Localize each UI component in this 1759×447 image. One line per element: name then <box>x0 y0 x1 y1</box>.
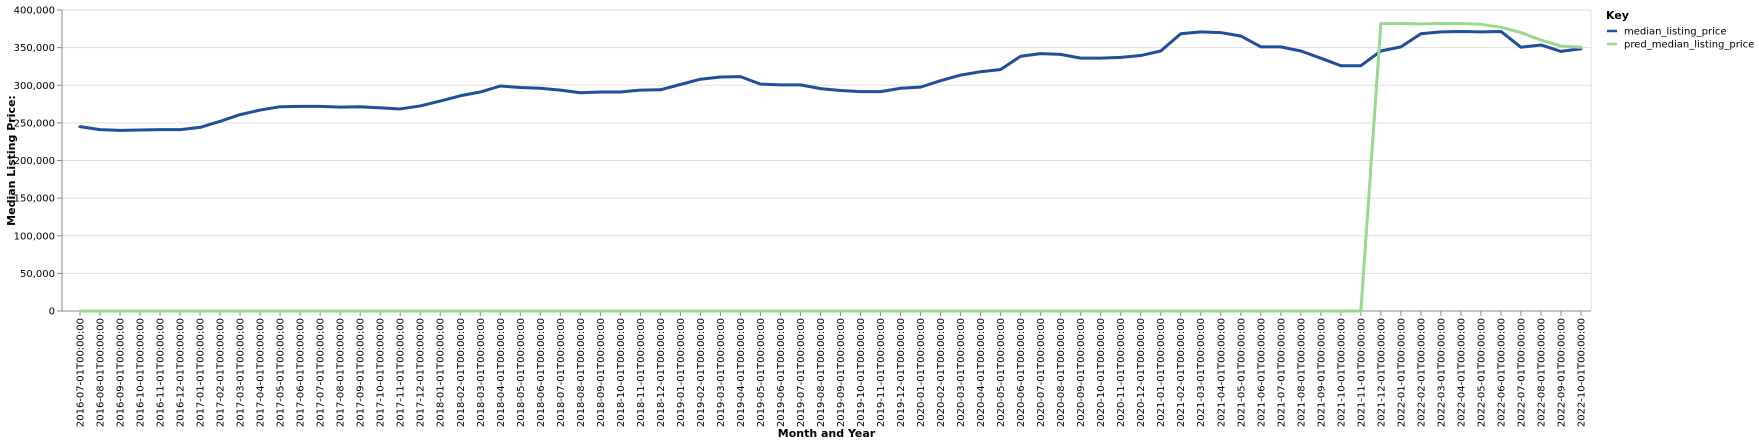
x-tick-label: 2018-01-01T00:00:00 <box>436 318 447 427</box>
x-tick-label: 2019-08-01T00:00:00 <box>816 318 827 427</box>
y-tick-label: 0 <box>49 307 55 318</box>
x-tick-label: 2019-11-01T00:00:00 <box>876 318 887 427</box>
x-tick-label: 2022-05-01T00:00:00 <box>1476 318 1487 427</box>
x-tick-label: 2021-10-01T00:00:00 <box>1336 318 1347 427</box>
x-tick-label: 2022-02-01T00:00:00 <box>1416 318 1427 427</box>
x-axis-title: Month and Year <box>778 427 876 440</box>
x-tick-label: 2016-10-01T00:00:00 <box>136 318 147 427</box>
x-tick-label: 2020-01-01T00:00:00 <box>916 318 927 427</box>
series-line-pred_median_listing_price <box>78 22 1583 313</box>
x-tick-label: 2022-06-01T00:00:00 <box>1496 318 1507 427</box>
gridlines <box>62 9 1592 312</box>
axes: 0 50,000 100,000 150,000 200,000 250,000 300,0… <box>14 6 1591 427</box>
x-tick-label: 2018-08-01T00:00:00 <box>576 318 587 427</box>
x-tick-label: 2021-12-01T00:00:00 <box>1376 318 1387 427</box>
x-tick-label: 2019-03-01T00:00:00 <box>716 318 727 427</box>
x-tick-label: 2019-04-01T00:00:00 <box>736 318 747 427</box>
x-tick-label: 2021-06-01T00:00:00 <box>1256 318 1267 427</box>
x-tick-label: 2018-05-01T00:00:00 <box>516 318 527 427</box>
legend-label: pred_median_listing_price <box>1624 40 1754 51</box>
x-tick-label: 2020-02-01T00:00:00 <box>936 318 947 427</box>
x-tick-label: 2018-02-01T00:00:00 <box>456 318 467 427</box>
x-tick-label: 2020-05-01T00:00:00 <box>996 318 1007 427</box>
x-tick-label: 2021-03-01T00:00:00 <box>1196 318 1207 427</box>
x-tick-label: 2017-03-01T00:00:00 <box>236 318 247 427</box>
x-tick-label: 2017-01-01T00:00:00 <box>196 318 207 427</box>
x-tick-label: 2018-11-01T00:00:00 <box>636 318 647 427</box>
x-tick-label: 2018-04-01T00:00:00 <box>496 318 507 427</box>
x-tick-label: 2018-09-01T00:00:00 <box>596 318 607 427</box>
x-tick-label: 2017-04-01T00:00:00 <box>256 318 267 427</box>
x-tick-label: 2019-12-01T00:00:00 <box>896 318 907 427</box>
x-tick-label: 2017-07-01T00:00:00 <box>316 318 327 427</box>
x-tick-label: 2016-08-01T00:00:00 <box>96 318 107 427</box>
x-tick-label: 2017-09-01T00:00:00 <box>356 318 367 427</box>
x-tick-label: 2022-01-01T00:00:00 <box>1396 318 1407 427</box>
y-tick-label: 50,000 <box>20 269 55 280</box>
x-tick-label: 2021-08-01T00:00:00 <box>1296 318 1307 427</box>
x-tick-label: 2020-11-01T00:00:00 <box>1116 318 1127 427</box>
x-tick-label: 2019-10-01T00:00:00 <box>856 318 867 427</box>
y-axis-title: Median Listing Price: <box>5 95 18 226</box>
x-tick-label: 2022-10-01T00:00:00 <box>1577 318 1588 427</box>
x-tick-label: 2018-03-01T00:00:00 <box>476 318 487 427</box>
x-tick-label: 2019-01-01T00:00:00 <box>676 318 687 427</box>
x-tick-label: 2020-12-01T00:00:00 <box>1136 318 1147 427</box>
x-tick-label: 2020-03-01T00:00:00 <box>956 318 967 427</box>
legend: Key median_listing_price pred_median_list… <box>1606 9 1754 51</box>
x-tick-label: 2018-07-01T00:00:00 <box>556 318 567 427</box>
x-tick-label: 2017-08-01T00:00:00 <box>336 318 347 427</box>
x-tick-label: 2019-09-01T00:00:00 <box>836 318 847 427</box>
x-tick-label: 2019-05-01T00:00:00 <box>756 318 767 427</box>
x-tick-label: 2020-06-01T00:00:00 <box>1016 318 1027 427</box>
x-tick-label: 2017-10-01T00:00:00 <box>376 318 387 427</box>
x-tick-label: 2021-04-01T00:00:00 <box>1216 318 1227 427</box>
x-tick-label: 2019-06-01T00:00:00 <box>776 318 787 427</box>
x-tick-label: 2019-07-01T00:00:00 <box>796 318 807 427</box>
x-tick-label: 2018-06-01T00:00:00 <box>536 318 547 427</box>
x-tick-label: 2022-07-01T00:00:00 <box>1516 318 1527 427</box>
x-tick-label: 2020-08-01T00:00:00 <box>1056 318 1067 427</box>
x-tick-label: 2018-12-01T00:00:00 <box>656 318 667 427</box>
x-tick-label: 2020-04-01T00:00:00 <box>976 318 987 427</box>
x-tick-label: 2021-09-01T00:00:00 <box>1316 318 1327 427</box>
x-tick-label: 2017-05-01T00:00:00 <box>276 318 287 427</box>
x-tick-label: 2022-04-01T00:00:00 <box>1456 318 1467 427</box>
x-tick-label: 2020-10-01T00:00:00 <box>1096 318 1107 427</box>
y-tick-label: 350,000 <box>14 43 55 54</box>
y-tick-label: 250,000 <box>14 118 55 129</box>
x-tick-label: 2022-03-01T00:00:00 <box>1436 318 1447 427</box>
x-tick-label: 2017-02-01T00:00:00 <box>216 318 227 427</box>
x-tick-label: 2016-11-01T00:00:00 <box>156 318 167 427</box>
x-tick-label: 2021-07-01T00:00:00 <box>1276 318 1287 427</box>
y-tick-label: 100,000 <box>14 231 55 242</box>
series-line-median_listing_price <box>78 29 1583 132</box>
x-tick-label: 2020-07-01T00:00:00 <box>1036 318 1047 427</box>
x-tick-label: 2017-06-01T00:00:00 <box>296 318 307 427</box>
x-tick-label: 2021-11-01T00:00:00 <box>1356 318 1367 427</box>
x-tick-label: 2016-12-01T00:00:00 <box>176 318 187 427</box>
x-tick-label: 2020-09-01T00:00:00 <box>1076 318 1087 427</box>
x-tick-label: 2022-09-01T00:00:00 <box>1556 318 1567 427</box>
series-lines <box>78 22 1583 313</box>
legend-title: Key <box>1606 9 1629 22</box>
x-tick-label: 2018-10-01T00:00:00 <box>616 318 627 427</box>
x-tick-label: 2022-08-01T00:00:00 <box>1536 318 1547 427</box>
x-tick-label: 2021-05-01T00:00:00 <box>1236 318 1247 427</box>
y-tick-label: 200,000 <box>14 156 55 167</box>
legend-label: median_listing_price <box>1624 27 1727 38</box>
x-tick-label: 2017-12-01T00:00:00 <box>416 318 427 427</box>
x-tick-label: 2021-01-01T00:00:00 <box>1156 318 1167 427</box>
y-tick-label: 300,000 <box>14 81 55 92</box>
y-tick-label: 400,000 <box>14 6 55 17</box>
y-tick-label: 150,000 <box>14 194 55 205</box>
x-tick-label: 2016-07-01T00:00:00 <box>76 318 87 427</box>
x-tick-label: 2017-11-01T00:00:00 <box>396 318 407 427</box>
x-tick-label: 2019-02-01T00:00:00 <box>696 318 707 427</box>
x-tick-label: 2016-09-01T00:00:00 <box>116 318 127 427</box>
x-tick-label: 2021-02-01T00:00:00 <box>1176 318 1187 427</box>
